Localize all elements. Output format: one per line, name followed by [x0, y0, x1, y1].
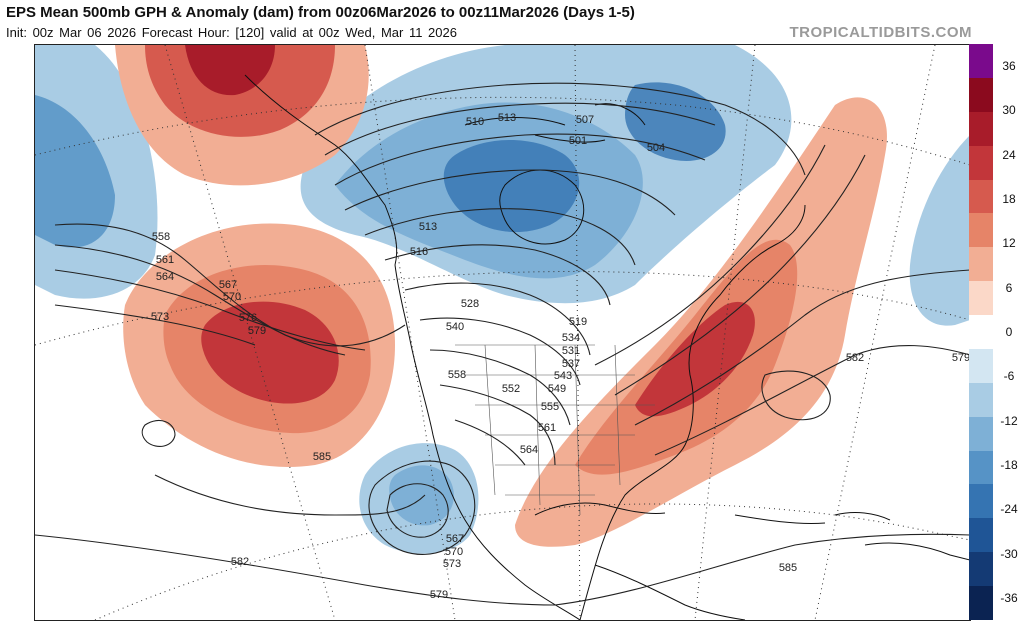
- contour-label: 564: [156, 271, 174, 283]
- contour-label: 561: [538, 422, 556, 434]
- height-contours: [35, 82, 970, 606]
- coastlines: [244, 74, 970, 620]
- negative-anomaly-labrador-core: [625, 82, 726, 161]
- contour-label: 570: [223, 291, 241, 303]
- contour-label: 501: [569, 135, 587, 147]
- contour-label: 549: [548, 383, 566, 395]
- contour-label: 576: [239, 312, 257, 324]
- contour-label: 552: [502, 383, 520, 395]
- hudson-bay: [499, 169, 585, 245]
- colorbar-label: 30: [1002, 103, 1016, 118]
- contour-label: 504: [647, 142, 665, 154]
- contour-label: 564: [520, 444, 538, 456]
- colorbar-label: -30: [1000, 546, 1018, 561]
- contour-label: 519: [569, 316, 587, 328]
- negative-anomaly-atlantic: [909, 135, 970, 326]
- colorbar-label: -6: [1003, 369, 1015, 384]
- contour-label: 513: [419, 221, 437, 233]
- contour-label: 534: [562, 332, 580, 344]
- anomaly-shading: [35, 45, 970, 554]
- weather-map: 513 510 507 504 501 513 516 528 519 534 531 537 540 5…: [34, 44, 971, 621]
- contour-label: 573: [151, 311, 169, 323]
- contour-label: 558: [152, 231, 170, 243]
- contour-label: 585: [779, 562, 797, 574]
- contour-label: 567: [219, 279, 237, 291]
- south-america: [864, 542, 970, 561]
- contour-label: 579: [952, 352, 970, 364]
- colorbar-label: 18: [1002, 192, 1016, 206]
- alaska-coast: [244, 74, 398, 266]
- colorbar-segment: [969, 484, 993, 519]
- colorbar-segment: [969, 586, 993, 621]
- contour-label: 567: [446, 533, 464, 545]
- colorbar-segment: [969, 315, 993, 350]
- colorbar-label: -18: [1000, 458, 1018, 472]
- colorbar-label: 36: [1002, 59, 1016, 73]
- contour-label: 579: [248, 325, 266, 337]
- colorbar-segment: [969, 145, 993, 181]
- colorbar-label: 6: [1005, 280, 1013, 295]
- contour-label: 573: [443, 558, 461, 570]
- central-america: [594, 564, 746, 620]
- positive-anomaly-eastern-us-core: [635, 301, 755, 417]
- map-title: EPS Mean 500mb GPH & Anomaly (dam) from …: [6, 4, 635, 21]
- contour-label: 570: [445, 546, 463, 558]
- colorbar-label: -36: [1000, 591, 1018, 605]
- contour-label: 528: [461, 298, 479, 310]
- contour-label: 582: [846, 352, 864, 364]
- colorbar-segment: [969, 348, 993, 384]
- colorbar-label: 24: [1002, 147, 1016, 162]
- colorbar-segment: [969, 44, 993, 79]
- east-coast: [579, 204, 806, 620]
- contour-label: 558: [448, 369, 466, 381]
- colorbar-label: -24: [1000, 502, 1018, 517]
- colorbar-segment: [969, 213, 993, 248]
- colorbar-segment: [969, 450, 993, 485]
- brand-watermark: TROPICALTIDBITS.COM: [789, 24, 972, 41]
- colorbar-segment: [969, 247, 993, 282]
- negative-anomaly-hudson-core: [443, 140, 580, 233]
- negative-anomaly-baja-core: [389, 465, 454, 526]
- contour-label: 507: [576, 114, 594, 126]
- contour-label: 516: [410, 246, 428, 258]
- colorbar-segment: [969, 77, 993, 113]
- caribbean: [734, 512, 891, 524]
- colorbar-segment: [969, 552, 993, 587]
- contour-label: 555: [541, 401, 559, 413]
- colorbar-segment: [969, 416, 993, 452]
- colorbar-label: 0: [1005, 325, 1013, 339]
- contour-label: 540: [446, 321, 464, 333]
- contour-label: 582: [231, 556, 249, 568]
- colorbar-label: -12: [1000, 413, 1018, 428]
- contour-label: 585: [313, 451, 331, 463]
- graticule: [35, 45, 970, 620]
- colorbar-segment: [969, 111, 993, 147]
- contour-label: 537: [562, 358, 580, 370]
- colorbar: [969, 44, 993, 621]
- contour-label: 561: [156, 254, 174, 266]
- map-subtitle: Init: 00z Mar 06 2026 Forecast Hour: [12…: [6, 25, 457, 40]
- west-coast: [394, 264, 581, 620]
- state-borders: [455, 344, 655, 516]
- colorbar-segment: [969, 382, 993, 418]
- colorbar-segment: [969, 281, 993, 316]
- contour-label: 531: [562, 345, 580, 357]
- contour-label: 513: [498, 112, 516, 124]
- gulf-coast: [534, 502, 666, 516]
- negative-anomaly-west-pacific-core: [35, 95, 115, 248]
- colorbar-segment: [969, 518, 993, 553]
- contour-label: 510: [466, 116, 484, 128]
- contour-label: 579: [430, 589, 448, 601]
- contour-label: 543: [554, 370, 572, 382]
- positive-anomaly-east-pacific-core: [201, 301, 339, 404]
- colorbar-label: 12: [1002, 236, 1016, 251]
- colorbar-segment: [969, 179, 993, 214]
